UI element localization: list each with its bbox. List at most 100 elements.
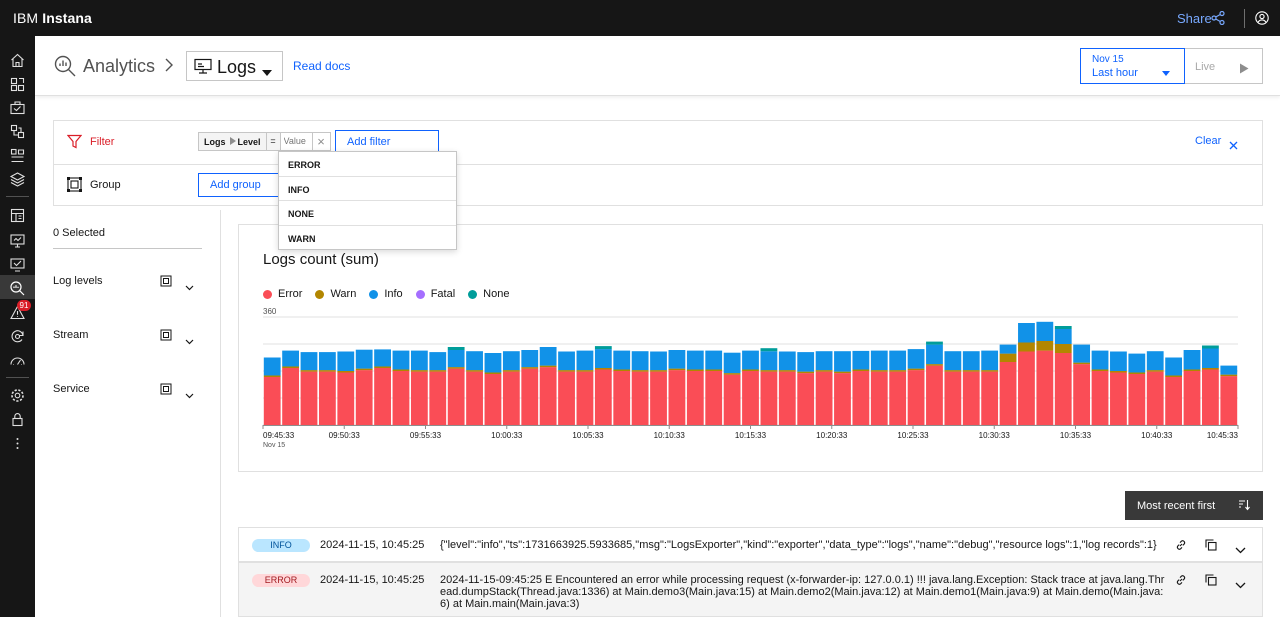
automation-icon[interactable] [8,327,27,346]
bar-warn[interactable] [760,370,778,372]
bar-warn[interactable] [889,370,907,372]
bar-warn[interactable] [999,353,1017,362]
view-dropdown[interactable]: Logs [186,51,283,81]
bar-warn[interactable] [613,369,631,372]
bar-warn[interactable] [1165,375,1183,378]
bar-info[interactable] [300,352,318,371]
home-icon[interactable] [8,51,27,70]
bar-error[interactable] [429,371,447,425]
sort-dropdown[interactable]: Most recent first [1125,491,1263,520]
bar-error[interactable] [1202,369,1219,426]
bar-error[interactable] [1054,353,1072,425]
bar-warn[interactable] [1220,374,1238,377]
bar-info[interactable] [1165,357,1183,376]
read-docs-link[interactable]: Read docs [293,59,351,73]
copy-icon[interactable] [1205,573,1217,591]
link-icon[interactable] [1175,573,1187,591]
bar-warn[interactable] [392,369,410,372]
bar-warn[interactable] [1018,342,1035,352]
bar-error[interactable] [1146,371,1164,425]
logs-bar-chart[interactable]: 360 09:45:33 09:50:33 09:55:33 10:00:33 10:05… [239,303,1262,453]
remove-filter-icon[interactable]: × [311,133,330,150]
bar-warn[interactable] [870,370,888,372]
bar-info[interactable] [870,350,888,371]
bar-none[interactable] [1054,326,1072,329]
bar-error[interactable] [944,371,962,425]
legend-item-none[interactable]: None [468,288,509,300]
bar-error[interactable] [668,370,686,425]
bar-warn[interactable] [429,370,447,372]
brand-logo[interactable]: IBM Instana [13,10,92,26]
share-button[interactable]: Share [1177,11,1212,26]
bar-info[interactable] [282,350,299,367]
bar-info[interactable] [1110,351,1127,372]
bar-error[interactable] [1220,376,1238,425]
bar-info[interactable] [1018,323,1035,343]
bar-warn[interactable] [1183,369,1201,372]
bar-info[interactable] [558,351,575,371]
bar-warn[interactable] [1110,371,1127,373]
bar-info[interactable] [1091,350,1109,370]
bar-info[interactable] [834,351,851,372]
bar-info[interactable] [1220,365,1238,375]
bar-error[interactable] [1165,377,1183,425]
chevron-down-icon[interactable] [185,278,194,296]
bar-warn[interactable] [594,368,612,370]
more-icon[interactable] [8,434,27,453]
bar-error[interactable] [613,371,631,425]
bar-info[interactable] [852,350,870,370]
bar-warn[interactable] [778,370,796,372]
platforms-icon[interactable] [8,146,27,165]
bar-warn[interactable] [263,375,281,378]
analytics-icon[interactable] [8,279,27,298]
bar-error[interactable] [539,367,557,425]
log-row[interactable]: ERROR 2024-11-15, 10:45:25 2024-11-15-09… [238,562,1263,617]
dropdown-option-warn[interactable]: WARN [288,233,316,244]
bar-warn[interactable] [484,372,502,375]
legend-item-warn[interactable]: Warn [315,288,356,300]
chevron-down-icon[interactable] [1235,541,1246,559]
bar-error[interactable] [318,371,336,425]
bar-info[interactable] [907,349,925,369]
bar-warn[interactable] [282,366,299,369]
settings-icon[interactable] [8,386,27,405]
dropdown-option-error[interactable]: ERROR [279,152,456,177]
bar-info[interactable] [502,351,520,371]
bar-info[interactable] [594,349,612,368]
bar-info[interactable] [484,353,502,373]
sidebar-group-stream[interactable]: Stream [53,327,203,345]
bar-error[interactable] [484,374,502,425]
bar-error[interactable] [502,371,520,425]
bar-warn[interactable] [907,368,925,371]
bar-error[interactable] [815,371,833,425]
bar-info[interactable] [723,352,741,374]
bar-warn[interactable] [558,370,575,372]
bar-warn[interactable] [1128,372,1146,375]
user-profile-icon[interactable] [1255,11,1269,30]
bar-info[interactable] [429,352,447,371]
bar-warn[interactable] [797,371,815,374]
bar-info[interactable] [318,352,336,371]
bar-error[interactable] [650,371,667,425]
bar-info[interactable] [760,351,778,371]
group-by-icon[interactable] [160,382,172,400]
bar-warn[interactable] [355,368,373,371]
bar-warn[interactable] [410,370,428,372]
bar-info[interactable] [981,350,999,371]
bar-info[interactable] [1146,351,1164,371]
bar-error[interactable] [631,371,649,425]
bar-error[interactable] [778,371,796,425]
add-filter-button[interactable]: Add filter [335,130,439,154]
bar-none[interactable] [1202,345,1219,349]
bar-error[interactable] [1110,372,1127,426]
bar-warn[interactable] [815,370,833,372]
bar-error[interactable] [594,369,612,426]
add-group-button[interactable]: Add group [198,173,288,197]
services-icon[interactable] [8,98,27,117]
bar-warn[interactable] [576,370,594,372]
bar-info[interactable] [1183,350,1201,370]
bar-info[interactable] [999,344,1017,354]
bar-warn[interactable] [962,370,980,372]
log-row[interactable]: INFO 2024-11-15, 10:45:25 {"level":"info… [238,527,1263,562]
copy-icon[interactable] [1205,538,1217,556]
